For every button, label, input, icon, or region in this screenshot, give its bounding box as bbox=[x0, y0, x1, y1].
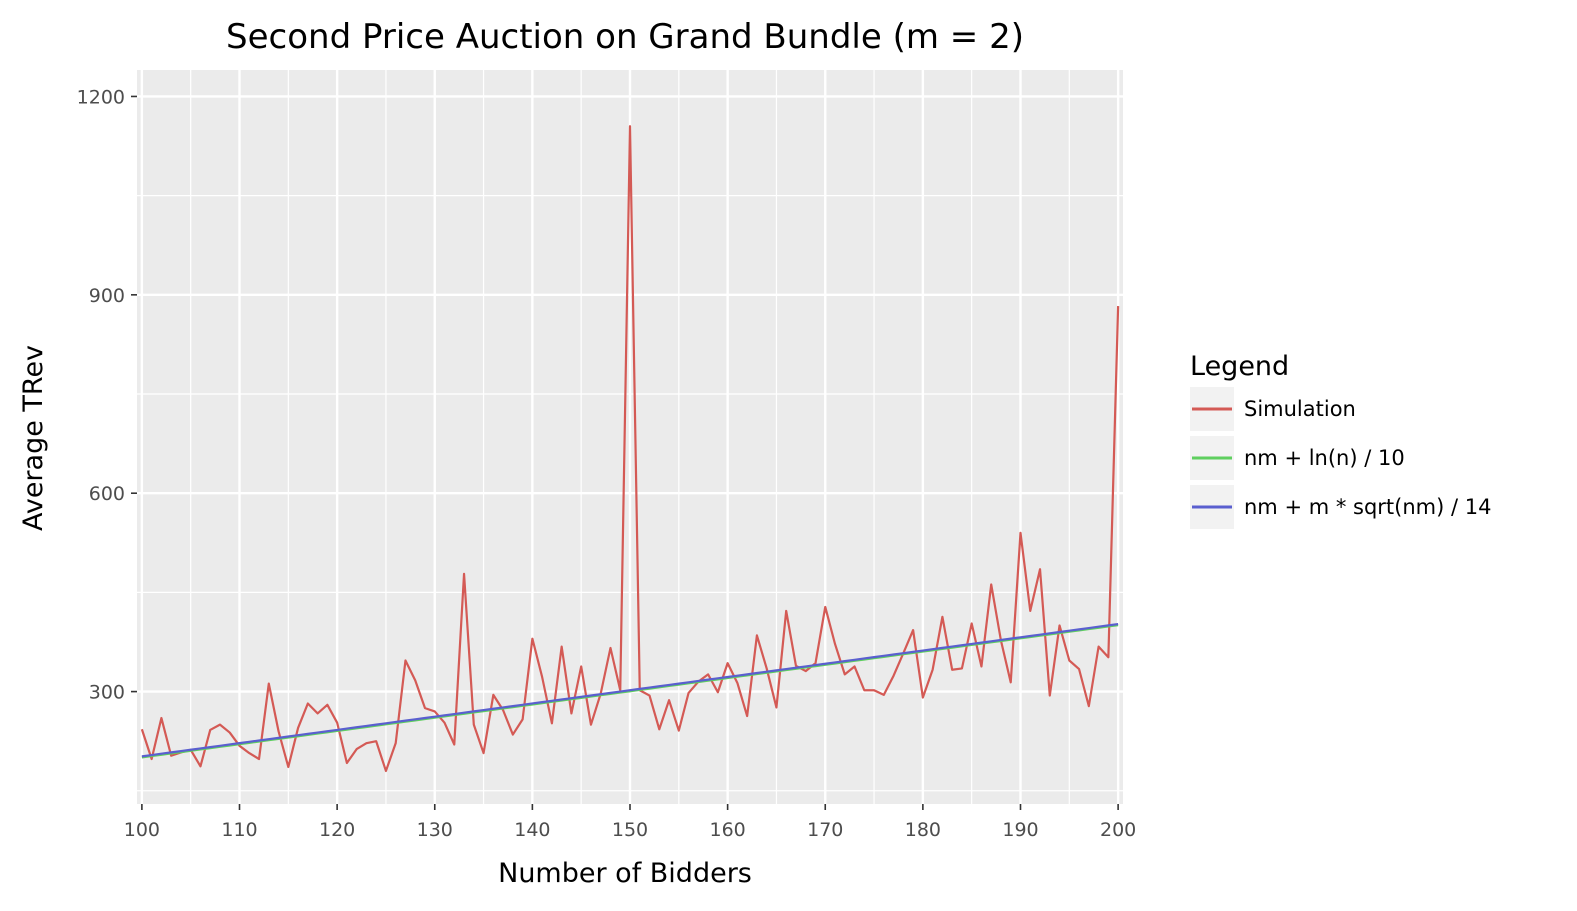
x-tick-label: 120 bbox=[319, 819, 355, 841]
legend-title: Legend bbox=[1190, 351, 1289, 382]
x-tick-label: 100 bbox=[124, 819, 160, 841]
legend-label-1: nm + ln(n) / 10 bbox=[1244, 446, 1405, 470]
series-line-0 bbox=[140, 125, 1120, 773]
series-line-2 bbox=[141, 622, 1119, 758]
x-tick-label: 190 bbox=[1002, 819, 1038, 841]
y-tick-label: 600 bbox=[89, 483, 125, 505]
x-tick-label: 160 bbox=[709, 819, 745, 841]
y-tick-label: 300 bbox=[89, 682, 125, 704]
series-lines bbox=[140, 125, 1120, 773]
x-tick-label: 200 bbox=[1100, 819, 1136, 841]
x-tick-label: 150 bbox=[612, 819, 648, 841]
x-axis: 100 110 120 130 140 150 160 170 180 190 200 bbox=[124, 804, 1136, 841]
y-axis-label: Average TRev bbox=[18, 345, 49, 531]
x-tick-label: 180 bbox=[905, 819, 941, 841]
legend-label-2: nm + m * sqrt(nm) / 14 bbox=[1244, 495, 1491, 519]
y-axis: 300 600 900 1200 bbox=[77, 86, 137, 704]
x-tick-label: 110 bbox=[221, 819, 257, 841]
grid-major bbox=[137, 70, 1123, 804]
chart-title: Second Price Auction on Grand Bundle (m … bbox=[226, 17, 1024, 57]
legend-label-0: Simulation bbox=[1244, 397, 1356, 421]
legend: Legend Simulation nm + ln(n) / 10 nm + m *… bbox=[1190, 351, 1491, 529]
x-axis-label: Number of Bidders bbox=[498, 858, 752, 889]
x-tick-label: 130 bbox=[417, 819, 453, 841]
x-tick-label: 170 bbox=[807, 819, 843, 841]
y-tick-label: 900 bbox=[89, 285, 125, 307]
y-tick-label: 1200 bbox=[77, 86, 125, 108]
x-tick-label: 140 bbox=[514, 819, 550, 841]
